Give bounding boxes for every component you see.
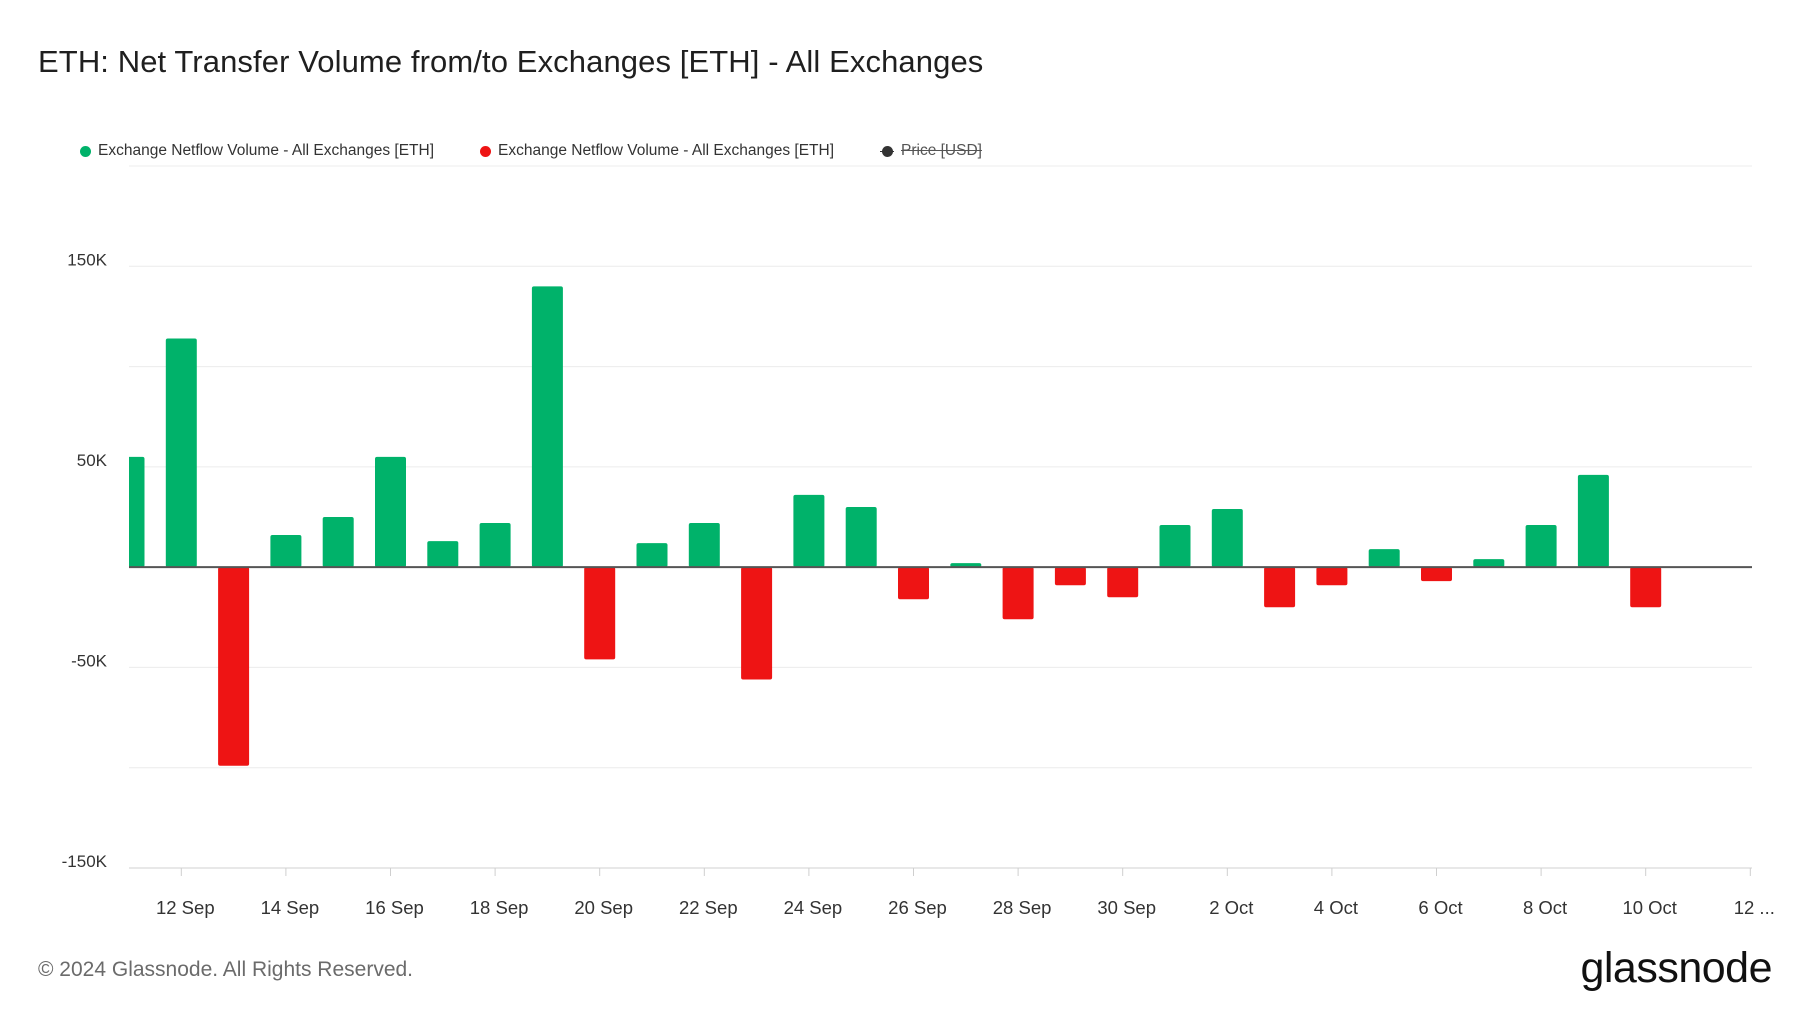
legend-dot-red xyxy=(480,145,491,157)
x-tick-label: 20 Sep xyxy=(574,897,633,918)
x-tick-label: 28 Sep xyxy=(993,897,1052,918)
bar-inflow[interactable] xyxy=(1473,559,1505,568)
x-tick-label: 30 Sep xyxy=(1097,897,1156,918)
bar-outflow[interactable] xyxy=(1107,567,1139,598)
x-tick-label: 22 Sep xyxy=(679,897,738,918)
x-tick-label: 18 Sep xyxy=(470,897,529,918)
y-tick-label: 150K xyxy=(67,250,107,269)
bar-inflow[interactable] xyxy=(114,456,145,568)
bar-inflow[interactable] xyxy=(845,506,877,568)
bar-outflow[interactable] xyxy=(218,567,250,766)
bar-inflow[interactable] xyxy=(950,563,982,568)
x-tick-label: 12 ... xyxy=(1734,897,1775,918)
x-tick-label: 8 Oct xyxy=(1523,897,1567,918)
glassnode-logo: glassnode xyxy=(1580,944,1772,992)
legend-item-inflow[interactable]: Exchange Netflow Volume - All Exchanges … xyxy=(80,142,434,160)
bar-outflow[interactable] xyxy=(1316,567,1348,586)
chart-legend: Exchange Netflow Volume - All Exchanges … xyxy=(80,142,982,160)
bar-outflow[interactable] xyxy=(1054,567,1086,586)
x-tick-label: 26 Sep xyxy=(888,897,947,918)
x-tick-label: 2 Oct xyxy=(1209,897,1253,918)
bar-inflow[interactable] xyxy=(636,543,668,568)
legend-label-outflow: Exchange Netflow Volume - All Exchanges … xyxy=(498,142,834,159)
bar-inflow[interactable] xyxy=(427,541,459,568)
y-tick-label: -150K xyxy=(62,852,108,871)
legend-item-price[interactable]: Price [USD] xyxy=(880,142,982,160)
bar-inflow[interactable] xyxy=(531,286,563,568)
copyright-text: © 2024 Glassnode. All Rights Reserved. xyxy=(38,958,414,981)
x-tick-label: 14 Sep xyxy=(261,897,320,918)
bar-outflow[interactable] xyxy=(1264,567,1296,608)
bar-outflow[interactable] xyxy=(1002,567,1034,620)
bar-inflow[interactable] xyxy=(1525,525,1557,568)
bar-inflow[interactable] xyxy=(165,338,197,568)
y-tick-label: 50K xyxy=(77,451,108,470)
bar-outflow[interactable] xyxy=(898,567,929,600)
bars-group xyxy=(114,286,1662,766)
chart-title: ETH: Net Transfer Volume from/to Exchang… xyxy=(38,44,984,79)
x-tick-label: 10 Oct xyxy=(1622,897,1677,918)
y-tick-label: -50K xyxy=(71,651,108,670)
bar-inflow[interactable] xyxy=(1211,508,1243,568)
bar-inflow[interactable] xyxy=(1159,525,1191,568)
bar-inflow[interactable] xyxy=(375,456,406,568)
legend-item-outflow[interactable]: Exchange Netflow Volume - All Exchanges … xyxy=(480,142,834,160)
bar-inflow[interactable] xyxy=(270,535,302,568)
bar-inflow[interactable] xyxy=(688,523,720,568)
x-tick-label: 4 Oct xyxy=(1314,897,1358,918)
bar-outflow[interactable] xyxy=(584,567,616,660)
x-tick-label: 12 Sep xyxy=(156,897,215,918)
bar-inflow[interactable] xyxy=(1368,549,1400,568)
bar-inflow[interactable] xyxy=(793,494,825,568)
legend-dot-green xyxy=(80,145,91,157)
x-tick-label: 6 Oct xyxy=(1418,897,1462,918)
bar-outflow[interactable] xyxy=(1421,567,1452,582)
bar-inflow[interactable] xyxy=(1577,474,1609,568)
x-tick-label: 24 Sep xyxy=(784,897,843,918)
x-tick-label: 16 Sep xyxy=(365,897,424,918)
legend-line-marker-icon xyxy=(880,145,894,157)
bar-inflow[interactable] xyxy=(322,517,354,568)
bar-inflow[interactable] xyxy=(479,523,511,568)
bar-outflow[interactable] xyxy=(741,567,773,680)
bar-outflow[interactable] xyxy=(1630,567,1662,608)
legend-label-price: Price [USD] xyxy=(901,142,982,159)
legend-label-inflow: Exchange Netflow Volume - All Exchanges … xyxy=(98,142,434,159)
